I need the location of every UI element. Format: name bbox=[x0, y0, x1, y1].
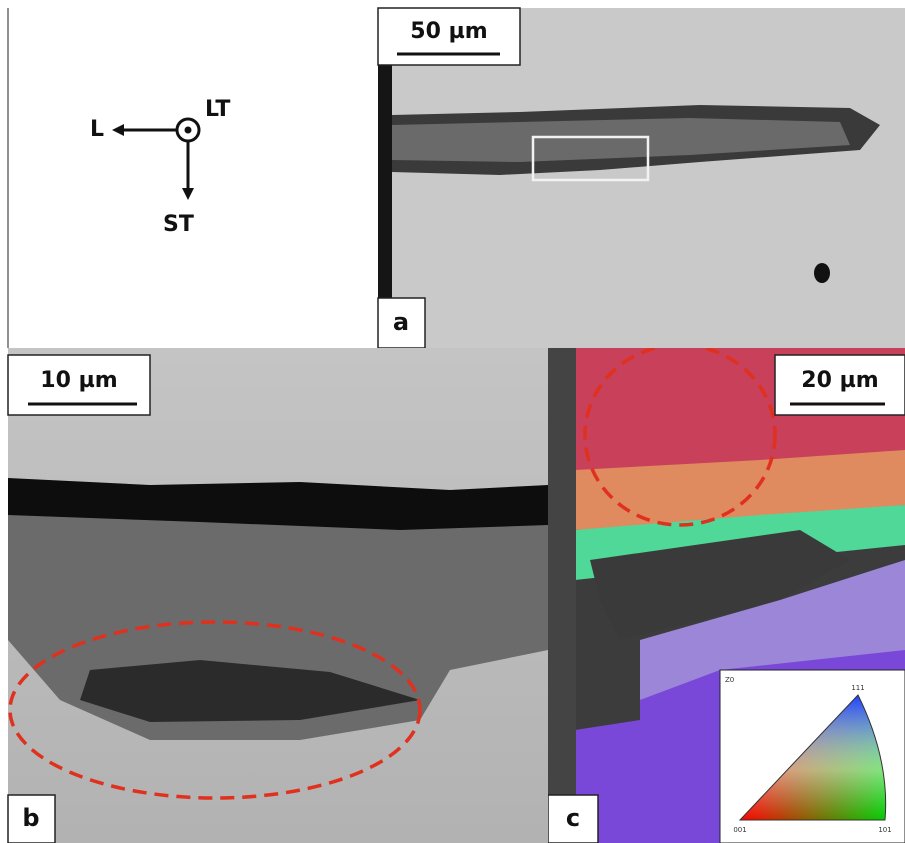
panel-label: b bbox=[22, 804, 39, 832]
ipf-title: Z0 bbox=[725, 676, 734, 684]
zoom-box bbox=[531, 135, 650, 182]
ipf-key: Z0 001 101 111 bbox=[719, 669, 905, 843]
ipf-corner: 111 bbox=[851, 684, 864, 692]
dot bbox=[184, 126, 192, 134]
label-box bbox=[548, 794, 599, 843]
scale-text: 10 µm bbox=[40, 368, 117, 393]
arrow-head bbox=[182, 188, 194, 200]
pore bbox=[814, 263, 830, 283]
label-box bbox=[377, 297, 426, 349]
axis-label: LT bbox=[205, 97, 230, 122]
panel-c: 20 µm c Z0 001 101 111 bbox=[548, 348, 905, 843]
arrow-head bbox=[112, 124, 124, 136]
grain-orange bbox=[575, 450, 905, 530]
highlight-ellipse bbox=[583, 348, 777, 527]
ipf-corner: 001 bbox=[733, 826, 746, 834]
orientation-legend: L LT ST bbox=[90, 97, 230, 237]
ipf-corner: 101 bbox=[878, 826, 891, 834]
highlight-ellipse bbox=[8, 620, 422, 800]
edge bbox=[548, 348, 576, 843]
panel-label: c bbox=[566, 804, 580, 832]
ipf-triangle-overlay bbox=[738, 694, 887, 821]
edge bbox=[378, 65, 392, 348]
label-box bbox=[7, 794, 56, 843]
panel-a: 50 µm a bbox=[377, 7, 905, 349]
scale-text: 20 µm bbox=[801, 368, 878, 393]
panel-label: a bbox=[393, 308, 409, 336]
axis-label: ST bbox=[163, 212, 194, 237]
grain-dark bbox=[590, 530, 850, 640]
panel-b: 10 µm b bbox=[7, 348, 548, 843]
axis-label: L bbox=[90, 117, 104, 142]
scale-text: 50 µm bbox=[410, 19, 487, 44]
crack-fill bbox=[392, 118, 850, 162]
void bbox=[80, 660, 420, 722]
